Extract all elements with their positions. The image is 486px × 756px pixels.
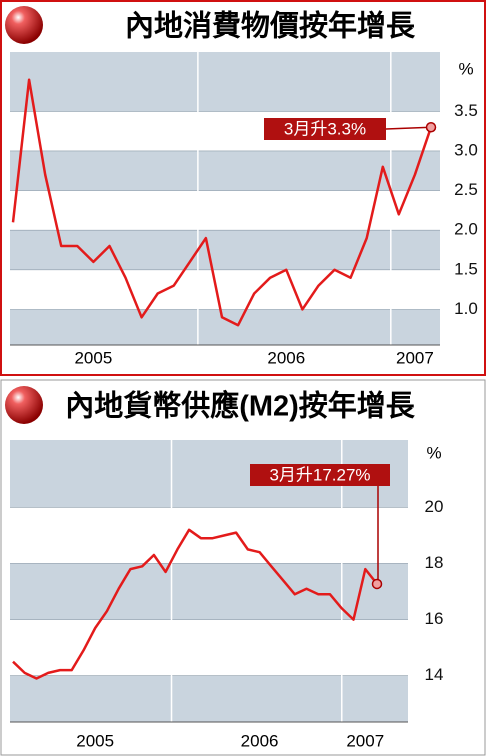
- y-tick-label: 20: [425, 497, 444, 516]
- y-tick-label: 14: [425, 665, 444, 684]
- annotation-text: 3月升17.27%: [269, 465, 370, 484]
- data-line: [11, 78, 433, 327]
- y-tick-label: 16: [425, 609, 444, 628]
- annotation-box: [250, 464, 390, 486]
- y-tick-label: 1.0: [454, 299, 478, 318]
- y-tick-label: 3.0: [454, 140, 478, 159]
- x-tick-label: 2006: [241, 731, 279, 750]
- band: [10, 150, 440, 191]
- x-tick-label: 2006: [267, 348, 305, 367]
- x-tick-label: 2005: [76, 731, 114, 750]
- y-tick-label: 18: [425, 553, 444, 572]
- panel-frame: [0, 379, 486, 756]
- last-point: [425, 121, 437, 133]
- band: [10, 230, 440, 270]
- y-tick-label: 2.0: [454, 220, 478, 239]
- x-tick-label: 2007: [396, 348, 434, 367]
- band: [10, 52, 440, 112]
- last-point: [371, 578, 383, 590]
- chart-title: 內地消費物價按年增長: [125, 9, 416, 43]
- panel-frame: [0, 0, 486, 376]
- y-axis-unit: %: [426, 443, 441, 462]
- annotation-box: [264, 118, 386, 140]
- x-tick-label: 2007: [346, 731, 384, 750]
- band: [10, 563, 408, 620]
- data-line: [12, 528, 378, 680]
- y-tick-label: 2.5: [454, 180, 478, 199]
- annotation-leader: [385, 126, 432, 130]
- y-axis-unit: %: [458, 59, 473, 78]
- chart-title: 內地貨幣供應(M2)按年增長: [65, 389, 416, 423]
- x-tick-label: 2005: [74, 348, 112, 367]
- annotation-text: 3月升3.3%: [284, 119, 366, 138]
- y-tick-label: 1.5: [454, 259, 478, 278]
- band: [10, 675, 408, 722]
- bullet-icon: [5, 386, 43, 424]
- band: [10, 309, 440, 345]
- y-tick-label: 3.5: [454, 101, 478, 120]
- bullet-icon: [5, 6, 43, 44]
